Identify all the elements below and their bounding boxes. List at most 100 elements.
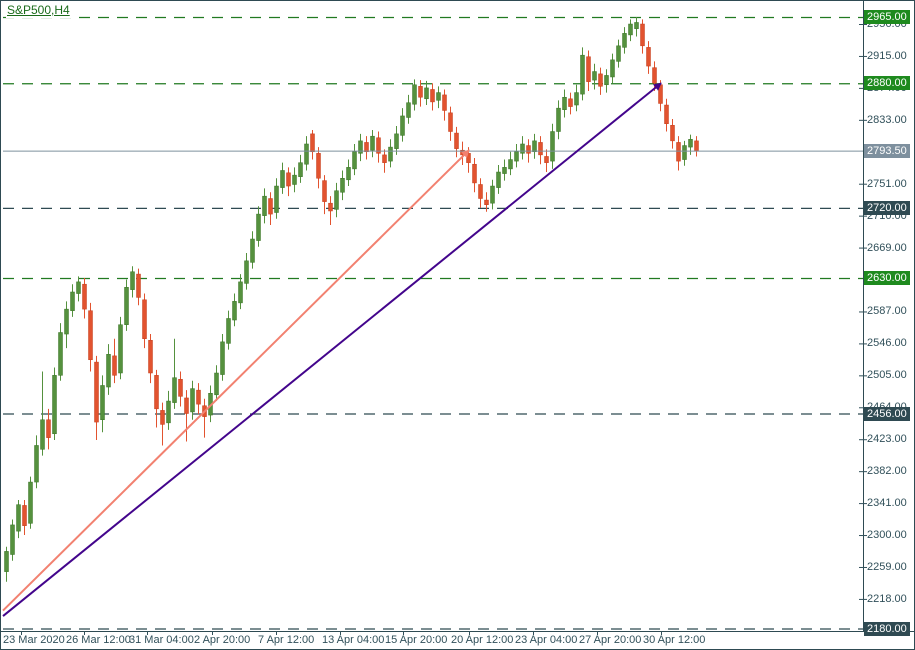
bull-candle-body [340,178,345,193]
x-axis-date-label: 2 Apr 20:00 [194,634,251,646]
bull-candle-body [424,87,429,100]
bear-candle-body [88,310,93,361]
bear-candle-body [136,273,141,298]
bull-candle-body [370,135,375,151]
bull-candle-body [76,281,81,294]
price-levels[interactable] [3,16,863,630]
bull-candle-body [508,159,513,170]
x-axis-date-label: 31 Mar 04:00 [129,634,194,646]
bull-candle-body [616,45,621,62]
bull-candle-body [436,92,441,101]
bull-candle-body [412,84,417,105]
x-axis-date-label: 27 Apr 20:00 [579,634,642,646]
current-price-badge: 2793.50 [864,143,910,158]
bull-candle-body [256,213,261,241]
price-level-badge: 2880.00 [864,76,910,91]
bear-candle-body [676,142,681,162]
bull-candle-body [274,185,279,213]
chart-frame [1,1,914,632]
bull-candle-body [556,107,561,132]
y-axis-ticks [859,24,867,600]
bear-candle-body [286,172,291,187]
bear-candle-body [526,145,531,154]
bull-candle-body [166,400,171,424]
bull-candle-body [574,92,579,106]
bull-candle-body [100,385,105,420]
bull-candle-body [52,375,57,435]
bull-candle-body [550,131,555,162]
bull-candle-body [400,115,405,136]
bear-candle-body [484,199,489,205]
x-axis-date-label: 23 Apr 04:00 [515,634,578,646]
bull-candle-body [172,377,177,403]
y-axis-label: 2259.00 [867,560,907,573]
price-level-badge: 2456.00 [864,406,910,421]
bear-candle-body [328,202,333,212]
price-level-badge: 2720.00 [864,200,910,215]
bear-candle-body [178,378,183,397]
bear-candle-body [658,84,663,104]
bull-candle-body [358,140,363,154]
bear-candle-body [94,361,99,423]
bear-candle-body [670,125,675,142]
bull-candle-body [130,271,135,290]
bear-candle-body [268,198,273,215]
bull-candle-body [532,140,537,153]
bull-candle-body [514,151,519,162]
y-axis-label: 2833.00 [867,113,907,126]
bull-candle-body [502,167,507,174]
x-axis-ticks [21,631,662,635]
bear-candle-body [316,153,321,179]
bull-candle-body [238,281,243,304]
x-axis-date-label: 13 Apr 04:00 [322,634,385,646]
bull-candle-body [682,145,687,160]
bear-candle-body [418,86,423,98]
y-axis-label: 2915.00 [867,49,907,62]
bull-candle-body [610,59,615,78]
x-axis-date-label: 23 Mar 2020 [3,634,65,646]
bear-candle-body [160,410,165,425]
x-axis-date-label: 15 Apr 20:00 [385,634,448,646]
bear-candle-body [478,184,483,199]
bull-candle-body [346,167,351,181]
bear-candle-body [568,98,573,107]
bull-candle-body [298,162,303,177]
y-axis-label: 2341.00 [867,497,907,510]
bull-candle-body [628,23,633,36]
price-level-badge: 2180.00 [864,621,910,636]
bear-candle-body [448,112,453,132]
bear-candle-body [466,153,471,163]
y-axis-label: 2505.00 [867,369,907,382]
y-axis-label: 2382.00 [867,465,907,478]
bull-candle-body [580,54,585,95]
y-axis-label: 2423.00 [867,433,907,446]
bull-candle-body [352,151,357,170]
bear-candle-body [112,355,117,376]
bull-candle-body [34,445,39,483]
bear-candle-body [364,142,369,153]
bull-candle-body [190,388,195,413]
price-level-badge: 2965.00 [864,10,910,24]
bull-candle-body [232,301,237,321]
x-axis-date-label: 30 Apr 12:00 [643,634,706,646]
trendline-indigo[interactable] [2,82,662,617]
bear-candle-body [154,375,159,410]
bear-candle-body [442,94,447,111]
bear-candle-body [196,389,201,405]
bear-candle-body [598,73,603,87]
bull-candle-body [244,260,249,284]
bull-candle-body [592,71,597,81]
bull-candle-body [28,481,33,524]
trendlines[interactable] [2,82,662,617]
bull-candle-body [16,504,21,532]
bull-candle-body [562,96,567,110]
bull-candle-body [220,341,225,375]
candles [4,17,699,582]
trendline-salmon[interactable] [2,149,470,612]
bull-candle-body [388,146,393,162]
bear-candle-body [322,180,327,202]
y-axis-label: 2300.00 [867,529,907,542]
bear-candle-body [694,140,699,151]
